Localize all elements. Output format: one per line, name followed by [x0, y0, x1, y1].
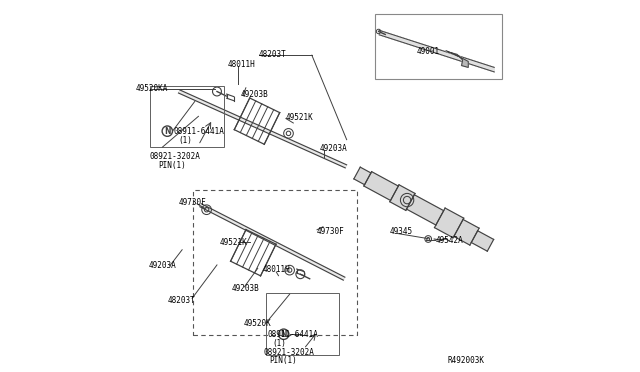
Text: 49521K: 49521K: [286, 113, 314, 122]
Polygon shape: [390, 185, 415, 211]
Text: 49521K: 49521K: [220, 238, 248, 247]
Text: 49345: 49345: [390, 227, 413, 236]
Text: 08911-6441A: 08911-6441A: [268, 330, 318, 339]
Polygon shape: [435, 208, 464, 238]
Text: 49203B: 49203B: [232, 284, 259, 293]
Text: (1): (1): [179, 135, 192, 145]
Text: 49520K: 49520K: [243, 319, 271, 328]
Text: 49203B: 49203B: [240, 90, 268, 99]
Bar: [375, 14, 502, 78]
Text: 49203A: 49203A: [148, 261, 177, 270]
Text: PIN(1): PIN(1): [269, 356, 297, 365]
Polygon shape: [446, 51, 468, 67]
Text: (1): (1): [273, 339, 287, 348]
Text: 48203T: 48203T: [259, 49, 287, 58]
Bar: [150, 86, 223, 147]
Polygon shape: [406, 195, 444, 225]
Text: 48203T: 48203T: [167, 296, 195, 305]
Polygon shape: [354, 167, 371, 185]
Text: PIN(1): PIN(1): [158, 161, 186, 170]
Text: 08921-3202A: 08921-3202A: [150, 152, 200, 161]
Text: N: N: [280, 330, 287, 339]
Text: 08921-3202A: 08921-3202A: [264, 347, 314, 356]
Text: 49001: 49001: [417, 47, 440, 56]
Polygon shape: [179, 90, 347, 168]
Polygon shape: [380, 31, 494, 72]
Polygon shape: [454, 219, 479, 245]
Text: 08911-6441A: 08911-6441A: [173, 126, 225, 136]
Text: 48011H: 48011H: [228, 60, 256, 69]
Polygon shape: [471, 231, 493, 251]
Polygon shape: [200, 204, 345, 280]
Polygon shape: [364, 171, 398, 201]
Text: 49203A: 49203A: [319, 144, 347, 153]
Text: 49520KA: 49520KA: [136, 84, 168, 93]
Text: N: N: [164, 126, 170, 136]
Text: 49730F: 49730F: [179, 198, 206, 207]
Text: 49542A: 49542A: [436, 236, 463, 246]
Text: 48011H: 48011H: [263, 265, 291, 274]
Text: 49730F: 49730F: [317, 227, 345, 237]
Text: R492003K: R492003K: [448, 356, 485, 365]
Bar: [266, 293, 339, 355]
